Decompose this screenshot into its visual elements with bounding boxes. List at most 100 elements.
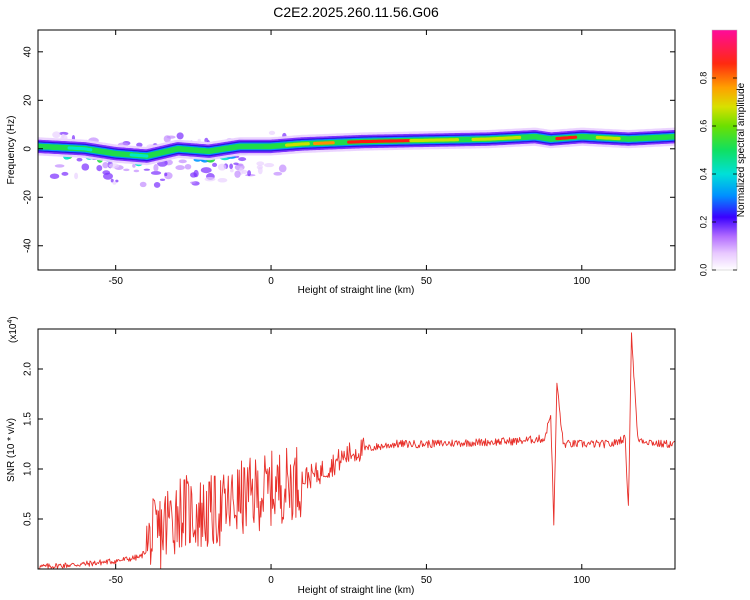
spectrogram-noise-blob — [178, 159, 187, 164]
spectrogram-x-tick-label: -50 — [108, 276, 123, 287]
spectrogram-noise-blob — [229, 163, 234, 170]
spectrogram-noise-blob — [184, 163, 192, 170]
snr-y-axis-label: SNR (10 * v/v) — [6, 418, 17, 482]
spectrogram-noise-blob — [115, 179, 119, 183]
spectrogram-noise-blob — [110, 178, 114, 183]
snr-y-tick-label: 2.0 — [23, 362, 34, 376]
spectrogram-noise-blob — [273, 171, 283, 176]
spectrogram-y-tick-label: -40 — [23, 238, 34, 253]
spectrogram-noise-blob — [59, 131, 69, 136]
spectrogram-x-tick-label: 100 — [573, 276, 590, 287]
spectrogram-ridge-core — [285, 142, 310, 147]
spectrogram-noise-blob — [212, 162, 218, 168]
spectrogram-noise-blob — [200, 167, 212, 174]
spectrogram-ridge — [38, 127, 675, 188]
snr-plot-area — [38, 329, 675, 569]
spectrogram-noise-blob — [175, 165, 185, 171]
spectrogram-ridge-core — [313, 141, 335, 146]
spectrogram-noise-blob — [136, 142, 143, 148]
spectrogram-ridge-core — [595, 135, 621, 141]
colorbar-gradient — [712, 30, 737, 270]
spectrogram-noise-blob — [229, 168, 234, 173]
spectrogram-noise-blob — [102, 170, 111, 175]
snr-y-tick-label: 1.5 — [23, 412, 34, 426]
snr-x-tick-label: -50 — [108, 575, 123, 586]
colorbar-ticks: 0.0 0.2 0.4 0.6 0.8 — [698, 72, 737, 276]
snr-scale-exponent: 4 — [7, 320, 14, 324]
spectrogram-noise-blob — [163, 135, 171, 143]
snr-y-tick-label: 0.5 — [23, 512, 34, 526]
colorbar-tick-label: 0.4 — [698, 168, 708, 181]
spectrogram-noise-blob — [268, 130, 276, 136]
spectrogram-noise-blob — [238, 157, 247, 162]
spectrogram-noise-blob — [123, 168, 130, 172]
snr-x-tick-label: 50 — [421, 575, 433, 586]
spectrogram-ridge-core — [347, 139, 413, 144]
spectrogram-noise-blob — [176, 132, 184, 140]
snr-x-tick-label: 100 — [573, 575, 590, 586]
colorbar-label: Normalized spectral amplitude — [736, 82, 747, 217]
spectrogram-noise-blob — [81, 163, 90, 171]
spectrogram-noise-blob — [74, 172, 79, 180]
colorbar-tick-label: 0.8 — [698, 72, 708, 85]
spectrogram-noise-blob — [278, 164, 287, 173]
colorbar: 0.0 0.2 0.4 0.6 0.8 Normalized spectral ampl… — [698, 29, 747, 276]
spectrogram-noise-blob — [61, 171, 69, 176]
spectrogram-noise-blob — [143, 168, 151, 171]
spectrogram-noise-blob — [257, 166, 263, 175]
spectrogram-ridge-core — [555, 135, 578, 141]
spectrogram-noise-blob — [49, 173, 60, 179]
spectrogram-noise-blob — [247, 170, 252, 177]
spectrogram-noise-blob — [264, 163, 275, 168]
spectrogram-noise-blob — [190, 181, 196, 184]
spectrogram-noise-blob — [112, 181, 117, 185]
spectrogram-noise-blob — [233, 162, 239, 166]
spectrogram-frame — [37, 29, 676, 271]
spectrogram-noise-blob — [61, 133, 65, 139]
snr-x-tick-label: 0 — [268, 575, 274, 586]
snr-scale-factor: (x104) — [7, 316, 19, 343]
spectrogram-noise-blob — [153, 182, 161, 188]
spectrogram-noise-blob — [108, 163, 120, 169]
snr-frame — [37, 328, 676, 570]
spectrogram-x-tick-label: 0 — [268, 276, 274, 287]
spectrogram-x-axis-label: Height of straight line (km) — [298, 285, 415, 296]
spectrogram-noise-blob — [234, 170, 241, 178]
spectrogram-y-tick-label: 40 — [23, 46, 34, 58]
spectrogram-noise-blob — [102, 161, 109, 169]
spectrogram-noise-blob — [217, 178, 228, 183]
snr-scale-base: (x10 — [8, 323, 19, 343]
snr-series-line — [38, 332, 675, 569]
spectrogram-ridge-core — [67, 146, 93, 152]
spectrogram-panel: -50 0 50 100 -40 -20 0 20 40 Height of straight … — [6, 29, 676, 296]
spectrogram-noise-blob — [256, 161, 265, 166]
spectrogram-y-axis-label: Frequency (Hz) — [6, 116, 17, 185]
spectrogram-noise-blob — [96, 164, 103, 172]
spectrogram-ticks: -50 0 50 100 -40 -20 0 20 40 — [23, 30, 675, 287]
spectrogram-ridge-core — [471, 135, 522, 141]
spectrogram-y-tick-label: 0 — [23, 146, 34, 152]
snr-x-axis-label: Height of straight line (km) — [298, 585, 415, 596]
spectrogram-noise-blob — [139, 181, 147, 188]
spectrogram-noise-blob — [133, 169, 140, 173]
snr-scale-close: ) — [8, 316, 19, 319]
snr-ticks: -50 0 50 100 0.5 1.0 1.5 2.0 — [23, 329, 675, 586]
spectrogram-noise-blob — [204, 176, 216, 182]
spectrogram-ridge-core — [636, 135, 671, 141]
spectrogram-ridge-core — [263, 144, 282, 148]
colorbar-frame — [711, 29, 738, 271]
snr-panel: -50 0 50 100 0.5 1.0 1.5 2.0 Height of straight… — [6, 316, 676, 596]
snr-y-tick-label: 1.0 — [23, 462, 34, 476]
spectrogram-noise-blob — [54, 164, 65, 168]
spectrogram-y-tick-label: 20 — [23, 94, 34, 106]
colorbar-tick-label: 0.6 — [698, 120, 708, 133]
spectrogram-noise-blob — [76, 157, 83, 162]
spectrogram-noise-blob — [52, 131, 61, 139]
spectrogram-noise-blob — [132, 163, 136, 168]
spectrogram-noise-blob — [217, 163, 227, 171]
spectrogram-noise-blob — [153, 164, 159, 172]
spectrogram-ridge-core — [129, 153, 149, 158]
spectrogram-noise-blob — [150, 171, 162, 175]
spectrogram-ridge-core — [409, 138, 460, 143]
